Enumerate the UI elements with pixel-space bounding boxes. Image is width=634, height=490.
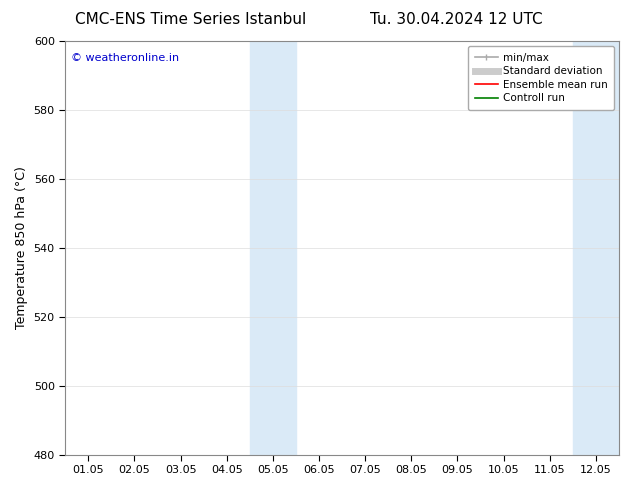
- Y-axis label: Temperature 850 hPa (°C): Temperature 850 hPa (°C): [15, 167, 28, 329]
- Bar: [250, 41, 296, 455]
- Text: © weatheronline.in: © weatheronline.in: [71, 53, 179, 64]
- Text: CMC-ENS Time Series Istanbul: CMC-ENS Time Series Istanbul: [75, 12, 306, 27]
- Legend: min/max, Standard deviation, Ensemble mean run, Controll run: min/max, Standard deviation, Ensemble me…: [469, 46, 614, 110]
- Text: Tu. 30.04.2024 12 UTC: Tu. 30.04.2024 12 UTC: [370, 12, 543, 27]
- Bar: [573, 41, 619, 455]
